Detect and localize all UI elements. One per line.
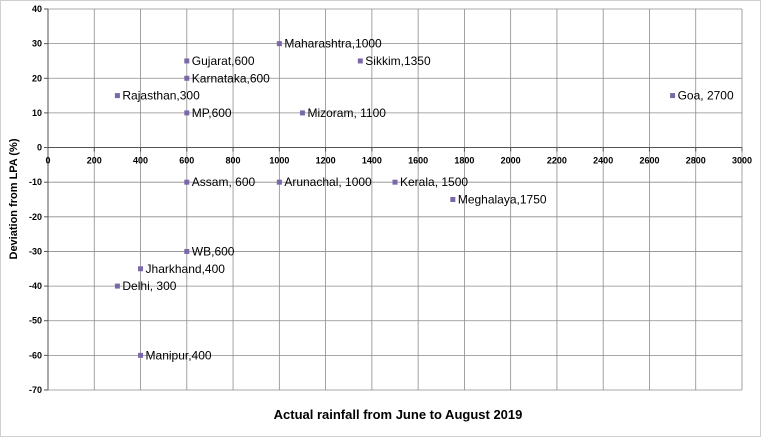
y-axis-title: Deviation from LPA (%) (8, 138, 20, 259)
data-point-label: WB,600 (192, 244, 235, 258)
x-tick-label: 0 (45, 156, 50, 166)
x-tick-label: 1600 (408, 156, 428, 166)
x-tick-label: 800 (226, 156, 241, 166)
data-point-marker (114, 283, 120, 289)
y-tick-label: -60 (29, 350, 42, 360)
x-tick-label: 1200 (316, 156, 336, 166)
y-tick-label: 40 (32, 4, 42, 14)
x-tick-label: 1800 (454, 156, 474, 166)
data-point-label: Maharashtra,1000 (284, 37, 382, 51)
x-tick-label: 3000 (732, 156, 752, 166)
y-tick-label: 0 (37, 143, 42, 153)
data-point-label: Mizoram, 1100 (307, 106, 386, 120)
x-axis-title: Actual rainfall from June to August 2019 (274, 407, 523, 422)
data-point-label: Goa, 2700 (678, 89, 734, 103)
data-point-label: Jharkhand,400 (146, 262, 226, 276)
x-tick-labels: 0 200 400 600 800 1000 1200 1400 1600 1800 2000 220… (45, 156, 752, 166)
data-point-marker (184, 110, 190, 116)
data-point-label: Sikkim,1350 (365, 54, 431, 68)
data-points: Maharashtra,1000 Gujarat,600 Sikkim,1350 Ka… (114, 37, 734, 362)
data-point-marker (138, 352, 144, 358)
y-tick-label: -50 (29, 316, 42, 326)
axes (44, 8, 743, 391)
y-tick-label: 20 (32, 73, 42, 83)
data-point-label: Arunachal, 1000 (284, 175, 372, 189)
y-tick-label: -40 (29, 281, 42, 291)
data-point-marker (450, 197, 456, 202)
data-point-marker (184, 75, 190, 81)
data-point-label: Karnataka,600 (192, 71, 270, 85)
y-tick-label: -70 (29, 385, 42, 395)
data-point-label: MP,600 (192, 106, 232, 120)
y-tick-label: 30 (32, 39, 42, 49)
data-point-marker (184, 58, 190, 64)
y-tick-label: -10 (29, 177, 42, 187)
data-point-label: Assam, 600 (192, 175, 256, 189)
data-point-marker (276, 179, 282, 185)
data-point-marker (114, 93, 120, 99)
data-point-marker (299, 110, 305, 116)
data-point-label: Gujarat,600 (192, 54, 255, 68)
x-tick-label: 2200 (547, 156, 567, 166)
x-tick-label: 200 (87, 156, 102, 166)
data-point-label: Delhi, 300 (122, 279, 176, 293)
x-tick-label: 2800 (686, 156, 706, 166)
x-tick-label: 2000 (501, 156, 521, 166)
data-point-marker (357, 58, 363, 64)
data-point-marker (276, 41, 282, 47)
x-tick-label: 2400 (593, 156, 613, 166)
data-point-marker (184, 179, 190, 185)
x-tick-label: 1400 (362, 156, 382, 166)
data-point-label: Kerala, 1500 (400, 175, 468, 189)
data-point-marker (670, 93, 676, 99)
y-tick-labels: 40 30 20 10 0 -10 -20 -30 -40 -50 -60 -70 (29, 4, 42, 395)
data-point-label: Meghalaya,1750 (458, 193, 547, 207)
y-tick-label: 10 (32, 108, 42, 118)
y-tick-label: -20 (29, 212, 42, 222)
gridlines (48, 8, 743, 391)
x-tick-label: 600 (179, 156, 194, 166)
data-point-label: Rajasthan,300 (122, 89, 200, 103)
x-tick-label: 400 (133, 156, 148, 166)
data-point-marker (392, 179, 398, 185)
data-point-marker (184, 248, 190, 254)
data-point-label: Manipur,400 (146, 348, 212, 362)
x-tick-label: 1000 (269, 156, 289, 166)
data-point-marker (138, 266, 144, 272)
y-tick-label: -30 (29, 246, 42, 256)
x-tick-label: 2600 (639, 156, 659, 166)
